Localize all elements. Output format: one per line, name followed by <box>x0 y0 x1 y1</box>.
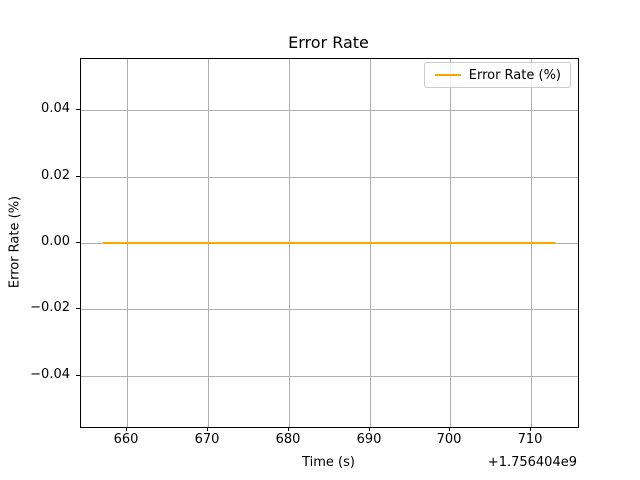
y-tick-label: −0.02 <box>30 300 70 315</box>
legend: Error Rate (%) <box>423 62 571 88</box>
x-tick-label: 670 <box>194 432 220 447</box>
gridline-horizontal <box>81 177 578 178</box>
y-tick-label: 0.00 <box>41 234 70 249</box>
x-tick-label: 690 <box>356 432 382 447</box>
x-tick-mark <box>126 427 127 431</box>
x-axis-offset-text: +1.756404e9 <box>487 455 577 470</box>
legend-line-sample-icon <box>434 74 461 76</box>
gridline-horizontal <box>81 110 578 111</box>
x-tick-mark <box>449 427 450 431</box>
y-tick-mark <box>76 242 80 243</box>
x-tick-label: 660 <box>113 432 139 447</box>
legend-label: Error Rate (%) <box>468 67 561 83</box>
x-tick-mark <box>369 427 370 431</box>
gridline-horizontal <box>81 376 578 377</box>
y-tick-label: 0.02 <box>41 168 70 183</box>
chart-title: Error Rate <box>288 33 369 52</box>
plot-area: Error Rate (%) <box>80 58 579 428</box>
x-tick-label: 710 <box>517 432 543 447</box>
y-tick-mark <box>76 109 80 110</box>
x-tick-mark <box>530 427 531 431</box>
x-tick-label: 700 <box>436 432 462 447</box>
error-rate-line <box>102 242 556 244</box>
y-tick-mark <box>76 176 80 177</box>
y-tick-mark <box>76 375 80 376</box>
x-axis-label: Time (s) <box>302 455 355 470</box>
x-tick-mark <box>207 427 208 431</box>
y-tick-label: −0.04 <box>30 367 70 382</box>
y-tick-mark <box>76 308 80 309</box>
x-tick-mark <box>288 427 289 431</box>
gridline-horizontal <box>81 309 578 310</box>
y-tick-label: 0.04 <box>41 101 70 116</box>
x-tick-label: 680 <box>275 432 301 447</box>
